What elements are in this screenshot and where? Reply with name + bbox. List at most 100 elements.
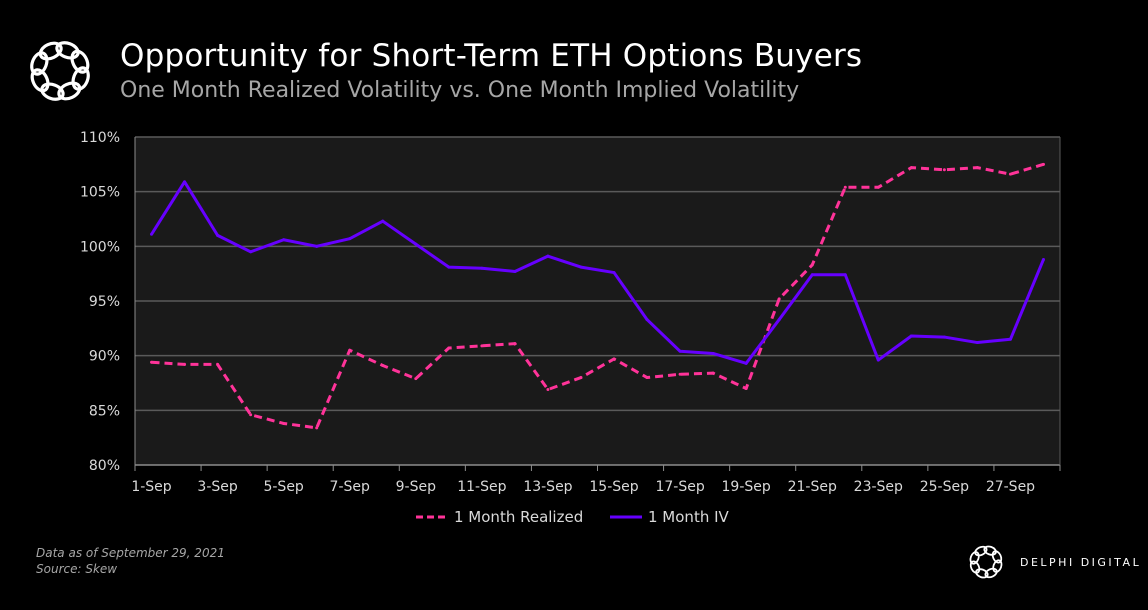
- delphi-logo-icon: [969, 545, 1003, 579]
- x-tick-label: 27-Sep: [986, 479, 1035, 495]
- brand: DELPHI DIGITAL: [964, 540, 1141, 584]
- data-point: [480, 266, 484, 270]
- y-tick-label: 85%: [89, 403, 120, 419]
- legend-label: 1 Month IV: [648, 508, 730, 526]
- data-point: [1041, 162, 1045, 166]
- logo-loop: [969, 560, 981, 574]
- legend-label: 1 Month Realized: [454, 508, 583, 526]
- y-tick-label: 110%: [80, 130, 120, 146]
- data-point: [447, 346, 451, 350]
- logo-loop: [974, 545, 988, 557]
- data-point: [909, 166, 913, 170]
- y-tick-label: 105%: [80, 185, 120, 201]
- x-tick-label: 19-Sep: [722, 479, 771, 495]
- data-point: [777, 297, 781, 301]
- series-line-iv: [150, 180, 1045, 365]
- data-point: [150, 360, 154, 364]
- data-point: [315, 244, 319, 248]
- data-point: [678, 372, 682, 376]
- data-point: [579, 265, 583, 269]
- data-point: [612, 357, 616, 361]
- data-point: [909, 334, 913, 338]
- x-tick-label: 3-Sep: [197, 479, 237, 495]
- data-point: [1008, 337, 1012, 341]
- data-point: [777, 318, 781, 322]
- chart-subtitle: One Month Realized Volatility vs. One Mo…: [120, 78, 800, 103]
- x-tick-label: 1-Sep: [131, 479, 171, 495]
- data-point: [1041, 257, 1045, 261]
- logo-loop: [40, 82, 65, 101]
- data-point: [645, 318, 649, 322]
- data-point: [480, 344, 484, 348]
- data-point: [711, 351, 715, 355]
- data-point: [282, 238, 286, 242]
- data-point: [348, 348, 352, 352]
- data-point: [843, 185, 847, 189]
- data-point: [678, 349, 682, 353]
- x-tick-label: 25-Sep: [920, 479, 969, 495]
- logo-loop: [991, 550, 1003, 564]
- x-tick-label: 17-Sep: [655, 479, 704, 495]
- logo-loop: [71, 66, 90, 91]
- data-point: [150, 232, 154, 236]
- data-point: [216, 233, 220, 237]
- data-point: [645, 376, 649, 380]
- data-point: [546, 254, 550, 258]
- data-point: [876, 185, 880, 189]
- series-line-realized: [151, 162, 1044, 430]
- data-point: [315, 426, 319, 430]
- x-tick-label: 7-Sep: [330, 479, 370, 495]
- data-point: [744, 361, 748, 365]
- x-tick-label: 5-Sep: [263, 479, 303, 495]
- x-tick-label: 13-Sep: [523, 479, 572, 495]
- x-tick-label: 21-Sep: [788, 479, 837, 495]
- logo-loop: [992, 559, 1003, 573]
- y-tick-label: 95%: [89, 294, 120, 310]
- data-point: [381, 364, 385, 368]
- logo-loop: [55, 41, 80, 60]
- y-tick-label: 90%: [89, 349, 120, 365]
- data-point: [282, 421, 286, 425]
- footer-notes: Data as of September 29, 2021 Source: Sk…: [36, 545, 225, 577]
- data-point: [810, 273, 814, 277]
- data-point: [216, 362, 220, 366]
- data-point: [612, 271, 616, 275]
- data-point: [579, 376, 583, 380]
- data-point: [975, 341, 979, 345]
- y-tick-label: 80%: [89, 458, 120, 474]
- data-point: [1008, 172, 1012, 176]
- logo-loop: [57, 81, 82, 101]
- data-point: [183, 362, 187, 366]
- data-point: [810, 263, 814, 267]
- data-point: [447, 265, 451, 269]
- data-point: [975, 166, 979, 170]
- data-point: [843, 273, 847, 277]
- logo-loop: [30, 68, 50, 93]
- logo-loop: [38, 41, 63, 61]
- logo-loop: [975, 568, 989, 579]
- delphi-logo-icon: [30, 41, 90, 101]
- data-point: [942, 168, 946, 172]
- logo-loop: [983, 545, 997, 556]
- x-tick-label: 9-Sep: [396, 479, 436, 495]
- data-point: [414, 377, 418, 381]
- data-point: [744, 386, 748, 390]
- chart-title: Opportunity for Short-Term ETH Options B…: [120, 38, 863, 74]
- data-point: [876, 358, 880, 362]
- y-tick-label: 100%: [80, 239, 120, 255]
- data-point: [348, 237, 352, 241]
- source-note: Source: Skew: [36, 562, 118, 576]
- data-point: [942, 335, 946, 339]
- data-point: [513, 269, 517, 273]
- x-tick-label: 15-Sep: [589, 479, 638, 495]
- logo-loop: [984, 567, 998, 579]
- logo-loop: [969, 551, 980, 565]
- data-point: [381, 219, 385, 223]
- data-point: [513, 342, 517, 346]
- x-tick-label: 23-Sep: [854, 479, 903, 495]
- data-point: [711, 371, 715, 375]
- data-date-note: Data as of September 29, 2021: [36, 546, 225, 560]
- x-tick-label: 11-Sep: [457, 479, 506, 495]
- data-point: [249, 413, 253, 417]
